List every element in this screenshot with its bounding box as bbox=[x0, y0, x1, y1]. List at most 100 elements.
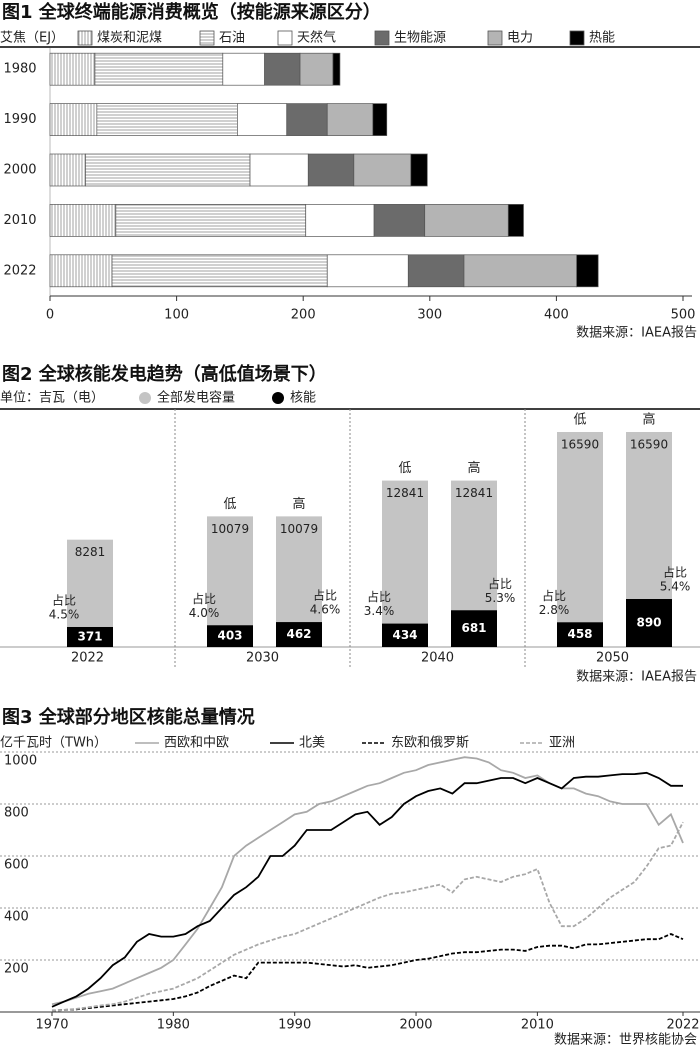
legend-label: 北美 bbox=[299, 736, 325, 751]
unit-label: 亿千瓦时（TWh） bbox=[0, 736, 107, 751]
bar-segment bbox=[507, 204, 524, 237]
share-label: 5.3% bbox=[485, 591, 516, 605]
nuclear-value: 681 bbox=[461, 621, 486, 635]
x-tick-label: 500 bbox=[671, 308, 696, 323]
nuclear-bar bbox=[557, 622, 603, 647]
nuclear-bar bbox=[451, 610, 497, 647]
share-prefix: 占比 bbox=[192, 591, 216, 606]
nuclear-bar bbox=[67, 626, 113, 647]
series-line bbox=[51, 933, 684, 1012]
chart-title: 图2 全球核能发电趋势（高低值场景下） bbox=[2, 363, 327, 385]
bar-segment bbox=[373, 204, 426, 237]
capacity-value: 16590 bbox=[630, 438, 668, 452]
x-tick-label: 1970 bbox=[35, 1018, 68, 1033]
bar-segment bbox=[249, 153, 309, 187]
capacity-value: 16590 bbox=[561, 438, 599, 452]
share-prefix: 占比 bbox=[367, 589, 391, 604]
source-note: 数据来源：IAEA报告 bbox=[576, 670, 697, 685]
capacity-value: 12841 bbox=[386, 486, 424, 500]
y-tick-label: 2022 bbox=[3, 263, 36, 278]
x-tick-label: 1980 bbox=[157, 1018, 190, 1033]
share-prefix: 占比 bbox=[52, 592, 76, 607]
y-tick-label: 800 bbox=[4, 806, 29, 821]
y-tick-label: 400 bbox=[4, 910, 29, 925]
legend-label: 电力 bbox=[507, 31, 533, 46]
share-prefix: 占比 bbox=[542, 588, 566, 603]
series-line bbox=[51, 821, 684, 1012]
bar-segment bbox=[424, 204, 509, 237]
scenario-label: 低 bbox=[573, 413, 586, 428]
bar-segment bbox=[576, 254, 599, 288]
bar-segment bbox=[49, 254, 113, 288]
scenario-label: 高 bbox=[467, 460, 480, 476]
share-label: 4.6% bbox=[310, 603, 341, 617]
legend-marker bbox=[139, 392, 151, 404]
legend-label: 西欧和中欧 bbox=[164, 736, 229, 751]
x-tick-label: 2022 bbox=[666, 1018, 699, 1033]
share-prefix: 占比 bbox=[663, 565, 687, 580]
y-tick-label: 2000 bbox=[3, 163, 36, 178]
bar-segment bbox=[94, 52, 224, 86]
bar-segment bbox=[49, 153, 86, 187]
legend-label: 东欧和俄罗斯 bbox=[391, 736, 469, 751]
bar-segment bbox=[326, 254, 409, 288]
unit-label: 单位：吉瓦（电） bbox=[0, 391, 104, 406]
bar-segment bbox=[49, 103, 98, 136]
bar-segment bbox=[264, 52, 301, 86]
capacity-value: 10079 bbox=[211, 522, 249, 536]
legend-label: 热能 bbox=[589, 31, 615, 46]
bar-segment bbox=[111, 254, 328, 288]
bar-segment bbox=[299, 52, 334, 86]
source-note: 数据来源：IAEA报告 bbox=[576, 326, 697, 341]
share-prefix: 占比 bbox=[313, 588, 337, 603]
x-tick-label: 2030 bbox=[246, 651, 279, 666]
bar-segment bbox=[286, 103, 328, 136]
share-prefix: 占比 bbox=[488, 576, 512, 591]
legend-label: 亚洲 bbox=[549, 736, 575, 751]
bar-segment bbox=[222, 52, 265, 86]
capacity-value: 12841 bbox=[455, 486, 493, 500]
x-tick-label: 0 bbox=[46, 308, 54, 323]
y-tick-label: 200 bbox=[4, 962, 29, 977]
y-tick-label: 1990 bbox=[3, 112, 36, 127]
bar-segment bbox=[372, 103, 388, 136]
x-tick-label: 2010 bbox=[521, 1018, 554, 1033]
legend-label: 石油 bbox=[219, 31, 245, 46]
legend-swatch bbox=[77, 30, 93, 46]
legend-label: 生物能源 bbox=[394, 31, 446, 46]
bar-segment bbox=[353, 153, 412, 187]
nuclear-value: 890 bbox=[636, 616, 661, 630]
x-tick-label: 1990 bbox=[278, 1018, 311, 1033]
bar-segment bbox=[237, 103, 288, 136]
bar-segment bbox=[305, 204, 375, 237]
bar-segment bbox=[463, 254, 578, 288]
legend-swatch bbox=[374, 30, 390, 46]
legend-label: 煤炭和泥煤 bbox=[97, 31, 162, 46]
legend-label: 核能 bbox=[290, 391, 316, 406]
bar-segment bbox=[85, 153, 251, 187]
nuclear-value: 434 bbox=[392, 628, 417, 642]
nuclear-value: 403 bbox=[217, 629, 242, 643]
share-label: 4.5% bbox=[49, 607, 80, 621]
x-tick-label: 400 bbox=[544, 308, 569, 323]
nuclear-bar bbox=[382, 623, 428, 647]
y-tick-label: 1980 bbox=[3, 62, 36, 77]
capacity-value: 10079 bbox=[280, 522, 318, 536]
chart-title: 图3 全球部分地区核能总量情况 bbox=[2, 706, 255, 728]
bar-segment bbox=[307, 153, 355, 187]
bar-segment bbox=[410, 153, 428, 187]
bar-segment bbox=[49, 52, 96, 86]
bar-segment bbox=[115, 204, 307, 237]
unit-label: 艾焦（EJ） bbox=[0, 31, 64, 46]
legend-label: 全部发电容量 bbox=[157, 390, 235, 406]
legend-marker bbox=[272, 392, 284, 404]
scenario-label: 低 bbox=[223, 497, 236, 512]
bar-segment bbox=[332, 52, 341, 86]
bar-segment bbox=[407, 254, 465, 288]
y-tick-label: 1000 bbox=[4, 754, 37, 769]
share-label: 2.8% bbox=[539, 603, 570, 617]
capacity-bar bbox=[382, 480, 428, 647]
bar-segment bbox=[96, 103, 238, 136]
